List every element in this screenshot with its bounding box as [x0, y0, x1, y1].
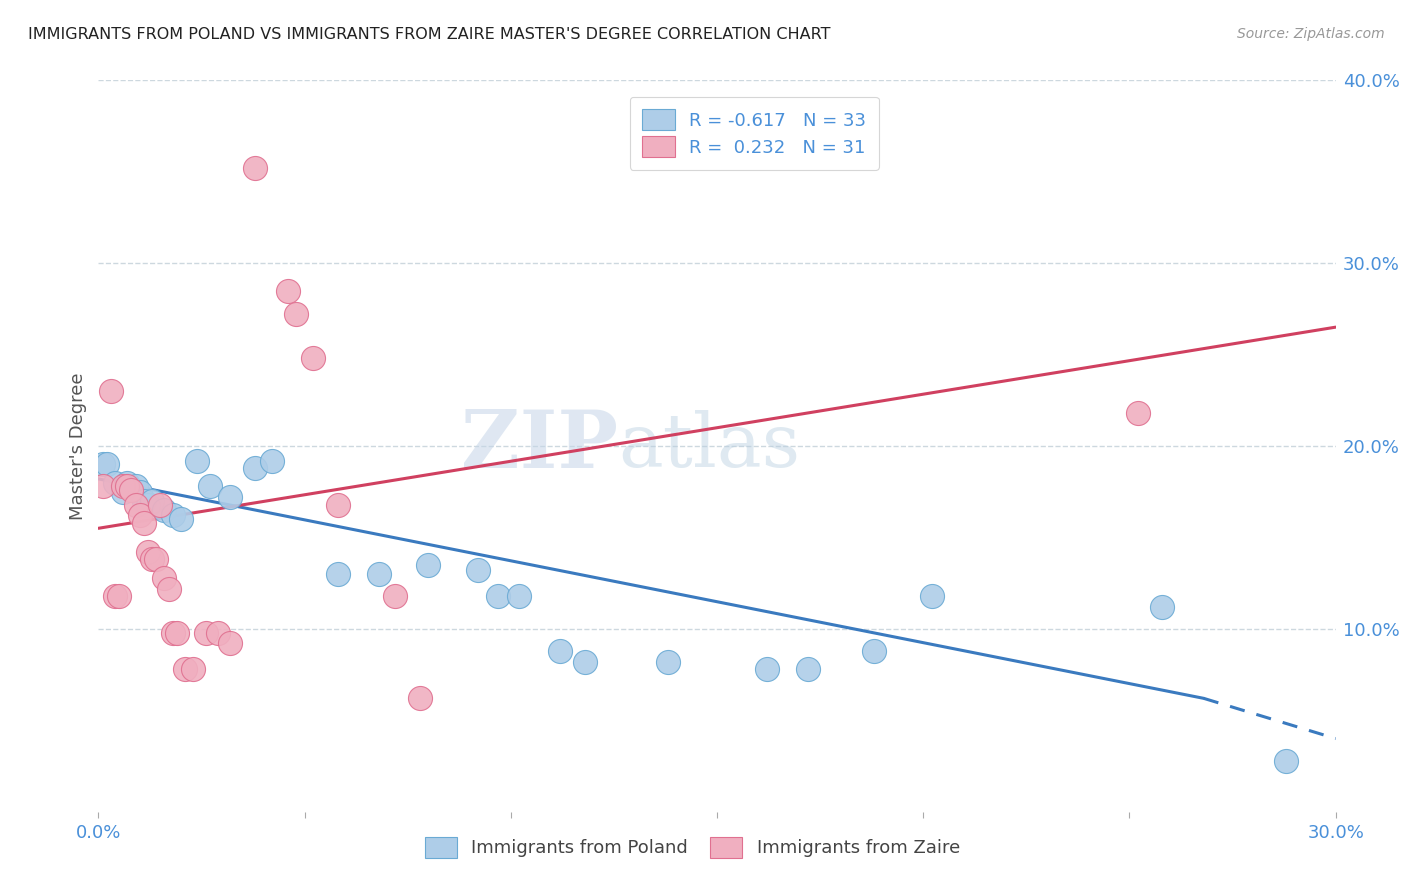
Point	[162, 508, 184, 523]
Point	[141, 552, 163, 566]
Point	[467, 563, 489, 577]
Text: atlas: atlas	[619, 409, 800, 483]
Point	[170, 512, 193, 526]
Point	[112, 479, 135, 493]
Point	[1275, 754, 1298, 768]
Point	[1126, 406, 1149, 420]
Point	[117, 479, 139, 493]
Y-axis label: Master's Degree: Master's Degree	[69, 372, 87, 520]
Point	[219, 636, 242, 650]
Point	[198, 479, 221, 493]
Point	[277, 284, 299, 298]
Point	[418, 558, 440, 572]
Point	[136, 498, 159, 512]
Point	[219, 490, 242, 504]
Point	[166, 625, 188, 640]
Point	[285, 307, 308, 321]
Point	[1152, 599, 1174, 614]
Point	[157, 582, 180, 596]
Point	[124, 498, 146, 512]
Point	[120, 483, 142, 497]
Point	[91, 458, 114, 472]
Point	[921, 589, 943, 603]
Point	[174, 662, 197, 676]
Point	[326, 567, 349, 582]
Point	[243, 161, 266, 175]
Point	[136, 545, 159, 559]
Point	[367, 567, 389, 582]
Point	[574, 655, 596, 669]
Point	[550, 644, 572, 658]
Point	[862, 644, 884, 658]
Point	[409, 691, 432, 706]
Point	[162, 625, 184, 640]
Point	[153, 571, 176, 585]
Point	[153, 503, 176, 517]
Point	[326, 498, 349, 512]
Point	[488, 589, 510, 603]
Point	[112, 484, 135, 499]
Point	[132, 493, 155, 508]
Point	[104, 589, 127, 603]
Point	[100, 384, 122, 399]
Text: Source: ZipAtlas.com: Source: ZipAtlas.com	[1237, 27, 1385, 41]
Point	[207, 625, 229, 640]
Point	[302, 351, 325, 366]
Point	[194, 625, 217, 640]
Point	[384, 589, 406, 603]
Point	[128, 484, 150, 499]
Legend: Immigrants from Poland, Immigrants from Zaire: Immigrants from Poland, Immigrants from …	[418, 830, 967, 865]
Point	[149, 498, 172, 512]
Point	[657, 655, 679, 669]
Point	[91, 479, 114, 493]
Point	[117, 475, 139, 490]
Point	[124, 479, 146, 493]
Point	[128, 508, 150, 523]
Point	[181, 662, 204, 676]
Point	[145, 552, 167, 566]
Point	[186, 453, 208, 467]
Point	[243, 461, 266, 475]
Text: ZIP: ZIP	[461, 407, 619, 485]
Text: IMMIGRANTS FROM POLAND VS IMMIGRANTS FROM ZAIRE MASTER'S DEGREE CORRELATION CHAR: IMMIGRANTS FROM POLAND VS IMMIGRANTS FRO…	[28, 27, 831, 42]
Point	[260, 453, 283, 467]
Point	[755, 662, 778, 676]
Point	[797, 662, 820, 676]
Point	[96, 458, 118, 472]
Point	[141, 493, 163, 508]
Point	[132, 516, 155, 530]
Point	[108, 589, 131, 603]
Point	[104, 475, 127, 490]
Point	[508, 589, 530, 603]
